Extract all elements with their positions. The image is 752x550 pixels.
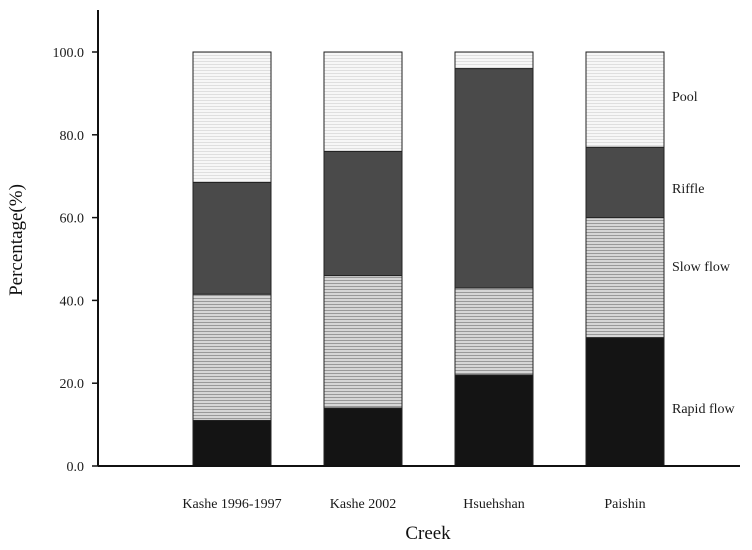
bar-segment-pool bbox=[585, 51, 665, 148]
y-tick-label: 60.0 bbox=[60, 212, 85, 227]
bar-segment-slow-flow bbox=[585, 217, 665, 339]
bar-segment-pool bbox=[454, 51, 534, 70]
bar-segment-rapid-flow bbox=[454, 374, 534, 467]
bar-segment-riffle bbox=[585, 146, 665, 219]
series-label-slow-flow: Slow flow bbox=[672, 260, 731, 275]
y-tick-label: 80.0 bbox=[60, 129, 85, 144]
bar-segment-rapid-flow bbox=[192, 419, 272, 467]
bar-segment-riffle bbox=[323, 150, 403, 277]
y-tick-label: 20.0 bbox=[60, 377, 85, 392]
bar-segment-pool bbox=[192, 51, 272, 183]
bar-segment-riffle bbox=[192, 181, 272, 295]
x-category-label: Kashe 1996-1997 bbox=[182, 497, 281, 512]
bar-segment-rapid-flow bbox=[323, 407, 403, 467]
y-tick-label: 100.0 bbox=[53, 46, 85, 61]
y-tick-label: 40.0 bbox=[60, 294, 85, 309]
bar-segment-slow-flow bbox=[192, 293, 272, 421]
bar-segment-slow-flow bbox=[454, 287, 534, 376]
x-category-label: Hsuehshan bbox=[463, 497, 524, 512]
bar-segment-pool bbox=[323, 51, 403, 152]
x-category-label: Kashe 2002 bbox=[330, 497, 397, 512]
x-axis-title: Creek bbox=[405, 523, 451, 544]
series-label-rapid-flow: Rapid flow bbox=[672, 402, 735, 417]
x-category-label: Paishin bbox=[604, 497, 645, 512]
series-label-riffle: Riffle bbox=[672, 182, 704, 197]
y-tick-label: 0.0 bbox=[67, 460, 85, 475]
bar-segment-rapid-flow bbox=[585, 337, 665, 467]
y-axis-title: Percentage(%) bbox=[6, 184, 27, 296]
bar-segment-riffle bbox=[454, 68, 534, 289]
bar-segment-slow-flow bbox=[323, 275, 403, 409]
series-label-pool: Pool bbox=[672, 90, 698, 105]
